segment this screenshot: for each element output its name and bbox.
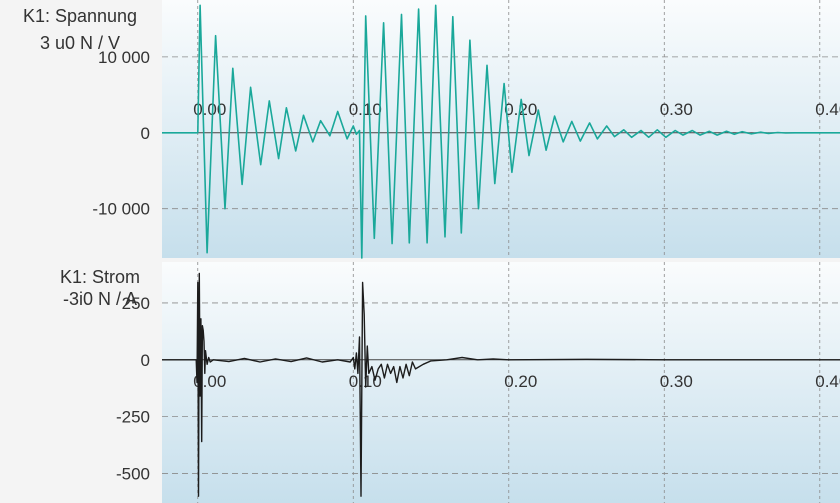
current-y-tick-label: -500 (116, 464, 150, 483)
current-x-tick-label: 0.20 (504, 372, 537, 391)
current-x-tick-label: 0.30 (660, 372, 693, 391)
voltage-x-tick-label: 0.10 (349, 100, 382, 119)
current-y-label-line-1: K1: Strom (60, 267, 140, 287)
voltage-x-tick-label: 0.30 (660, 100, 693, 119)
voltage-y-label-line-2: 3 u0 N / V (40, 33, 120, 53)
current-plot-background (162, 262, 840, 503)
current-x-tick-label: 0.40 (815, 372, 840, 391)
voltage-y-tick-label: -10 000 (92, 200, 150, 219)
voltage-x-tick-label: 0.40 (815, 100, 840, 119)
voltage-plot-background (162, 0, 840, 258)
current-y-label-line-2: -3i0 N / A (63, 289, 137, 309)
current-y-tick-label: -250 (116, 408, 150, 427)
voltage-y-label-line-1: K1: Spannung (23, 6, 137, 26)
voltage-y-tick-label: 0 (141, 124, 150, 143)
current-y-tick-label: 0 (141, 351, 150, 370)
